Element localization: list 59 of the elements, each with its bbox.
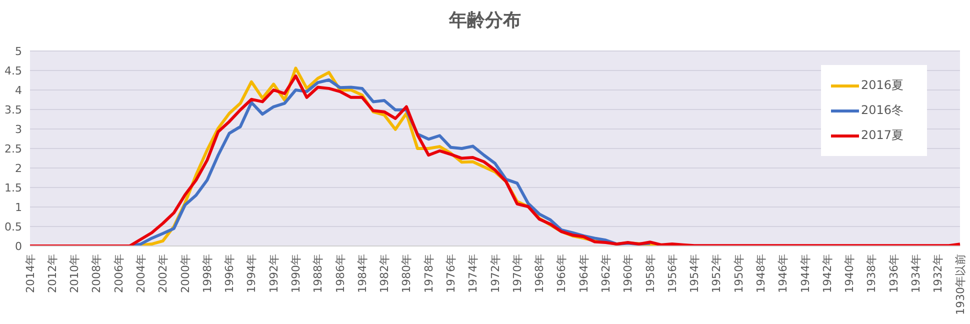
x-tick-label: 1958年 <box>644 254 657 293</box>
x-tick-label: 1990年 <box>290 254 303 293</box>
x-tick-label: 2012年 <box>46 254 59 293</box>
x-tick-label: 1940年 <box>843 254 856 293</box>
x-tick-label: 1962年 <box>600 254 613 293</box>
x-tick-label: 1972年 <box>488 254 502 293</box>
x-tick-label: 1992年 <box>267 254 280 293</box>
line-series <box>28 74 962 246</box>
legend-label: 2017夏 <box>861 127 904 144</box>
x-tick-label: 1988年 <box>312 254 325 293</box>
x-tick-label: 2000年 <box>178 254 192 293</box>
y-tick-label: 4.5 <box>4 64 22 78</box>
x-tick-label: 1930年以前 <box>954 254 967 315</box>
x-tick-label: 1952年 <box>710 254 724 293</box>
x-tick-label: 1968年 <box>533 254 546 293</box>
x-tick-label: 1946年 <box>776 254 790 293</box>
y-tick-label: 4 <box>15 84 22 97</box>
x-tick-label: 1956年 <box>666 254 679 293</box>
x-tick-label: 1948年 <box>754 254 768 293</box>
y-tick-label: 5 <box>15 44 22 58</box>
x-tick-label: 2014年 <box>24 254 37 293</box>
chart-title: 年齢分布 <box>448 9 522 32</box>
x-tick-label: 2006年 <box>112 254 126 293</box>
x-tick-label: 1994年 <box>245 254 258 293</box>
x-tick-label: 1964年 <box>577 254 590 293</box>
x-tick-label: 1936年 <box>887 254 900 293</box>
y-tick-label: 0 <box>15 240 22 253</box>
y-tick-label: 0.5 <box>4 220 22 234</box>
x-tick-label: 1938年 <box>865 254 878 293</box>
x-tick-label: 1932年 <box>932 254 945 293</box>
x-tick-label: 1960年 <box>622 254 635 293</box>
x-tick-label: 1944年 <box>798 254 812 293</box>
x-tick-label: 1980年 <box>400 254 414 293</box>
x-tick-label: 2008年 <box>90 254 104 293</box>
x-tick-label: 1984年 <box>356 254 369 293</box>
x-tick-label: 1998年 <box>200 254 214 293</box>
x-tick-label: 1978年 <box>422 254 436 293</box>
x-tick-label: 1950年 <box>732 254 746 293</box>
y-tick-label: 2 <box>15 162 22 175</box>
y-tick-label: 1 <box>15 200 22 214</box>
x-tick-label: 1942年 <box>820 254 834 293</box>
x-tick-label: 1974年 <box>466 254 480 293</box>
y-tick-label: 1.5 <box>4 181 22 194</box>
x-tick-label: 1976年 <box>444 254 458 293</box>
x-tick-label: 2002年 <box>156 254 170 293</box>
x-tick-label: 1966年 <box>555 254 568 293</box>
legend-label: 2016夏 <box>861 77 904 94</box>
x-tick-label: 1986年 <box>334 254 347 293</box>
y-tick-label: 3 <box>15 122 22 136</box>
x-tick-label: 1934年 <box>910 254 923 293</box>
x-tick-label: 2010年 <box>68 254 82 293</box>
x-tick-label: 1996年 <box>223 254 236 293</box>
x-tick-label: 2004年 <box>134 254 148 293</box>
x-tick-label: 1970年 <box>510 254 524 293</box>
legend-label: 2016冬 <box>861 102 904 119</box>
y-tick-label: 3.5 <box>4 103 22 116</box>
x-tick-label: 1982年 <box>378 254 392 293</box>
y-tick-label: 2.5 <box>4 142 22 156</box>
x-tick-label: 1954年 <box>688 254 702 293</box>
